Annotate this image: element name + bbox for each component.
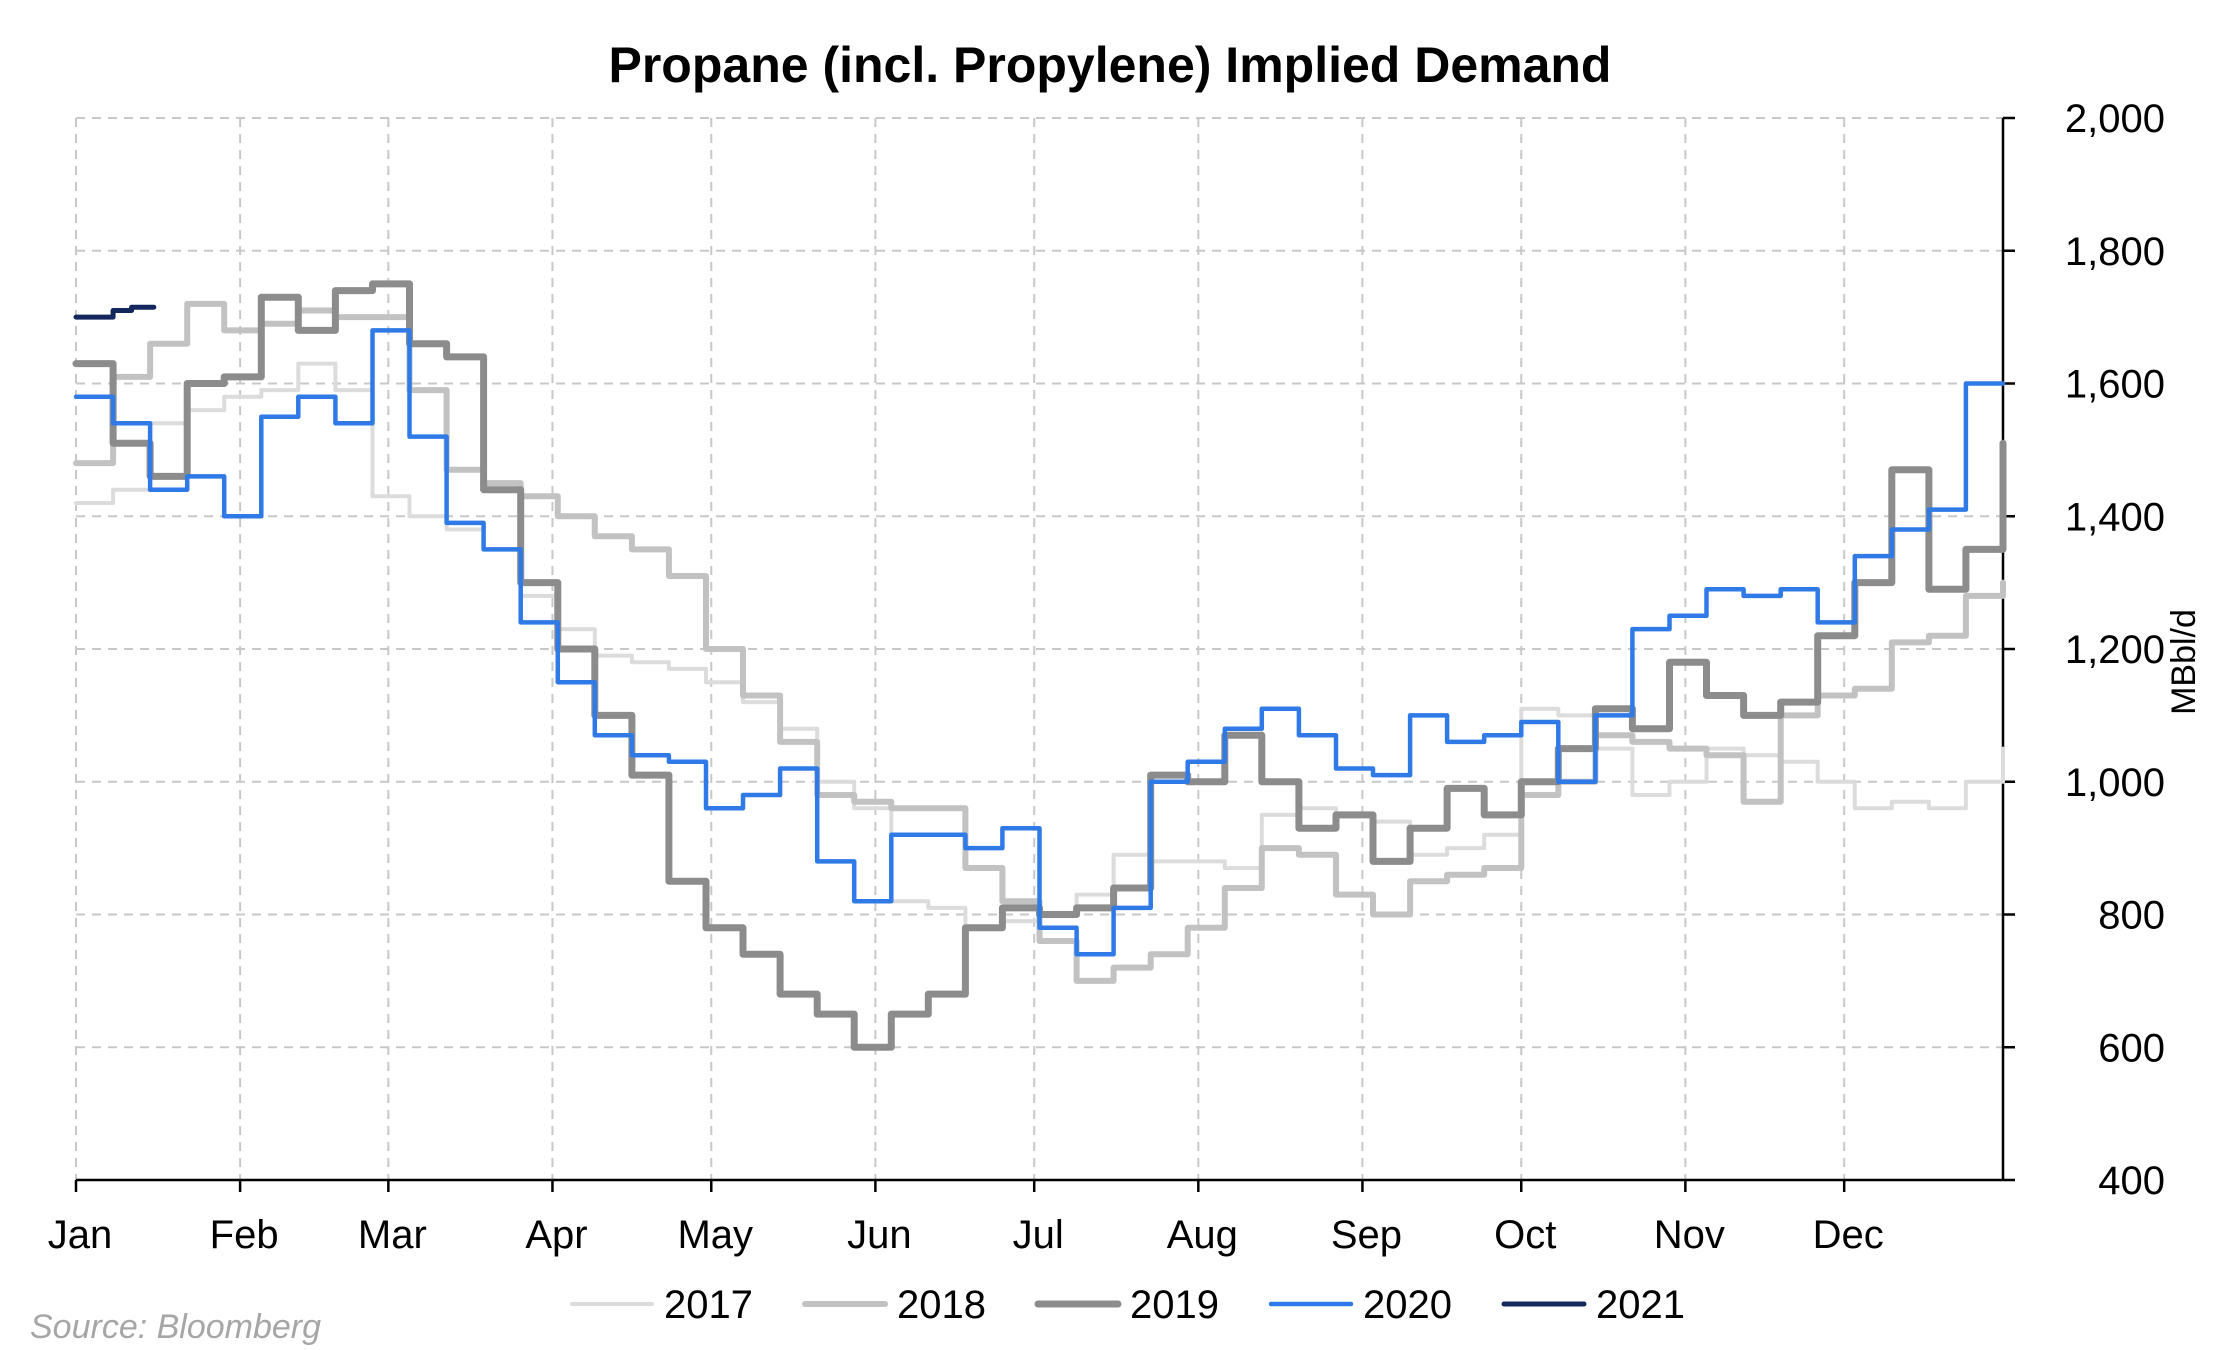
- x-tick-label: Jun: [847, 1213, 912, 1257]
- y-tick-label: 1,600: [2065, 363, 2165, 407]
- y-tick-label: 2,000: [2065, 97, 2165, 141]
- series-line-2020: [73, 328, 2006, 957]
- x-tick-label: Jul: [1013, 1213, 1064, 1257]
- chart-title: Propane (incl. Propylene) Implied Demand: [609, 37, 1612, 93]
- y-tick-label: 400: [2098, 1159, 2165, 1203]
- legend: 2017 2018 2019 2020 2021: [570, 1283, 1685, 1327]
- y-tick-label: 1,200: [2065, 628, 2165, 672]
- x-tick-label: Sep: [1331, 1213, 1402, 1257]
- axes: 400 600 800 1,000 1,200 1,400 1,600 1,800 2,000 J…: [48, 97, 2165, 1257]
- x-tick-label: Mar: [358, 1213, 427, 1257]
- x-tick-label: Aug: [1167, 1213, 1238, 1257]
- x-tick-label: Nov: [1654, 1213, 1725, 1257]
- x-tick-label: Feb: [210, 1213, 279, 1257]
- series-line-2021: [73, 304, 157, 320]
- series-lines: [72, 280, 2007, 1051]
- gridlines: [75, 117, 2003, 1180]
- legend-label-2018: 2018: [897, 1283, 986, 1327]
- x-tick-label: Apr: [525, 1213, 587, 1257]
- legend-label-2017: 2017: [664, 1283, 753, 1327]
- source-note: Source: Bloomberg: [30, 1308, 321, 1346]
- y-tick-label: 1,400: [2065, 495, 2165, 539]
- y-tick-label: 600: [2098, 1026, 2165, 1070]
- x-tick-label: Oct: [1494, 1213, 1556, 1257]
- x-tick-label: Dec: [1813, 1213, 1884, 1257]
- x-tick-label: Jan: [48, 1213, 113, 1257]
- y-tick-label: 800: [2098, 894, 2165, 938]
- legend-label-2021: 2021: [1596, 1283, 1685, 1327]
- legend-label-2020: 2020: [1363, 1283, 1452, 1327]
- legend-label-2019: 2019: [1130, 1283, 1219, 1327]
- y-tick-label: 1,800: [2065, 230, 2165, 274]
- y-axis-label: MBbl/d: [2165, 609, 2203, 715]
- x-tick-label: May: [677, 1213, 753, 1257]
- y-tick-label: 1,000: [2065, 761, 2165, 805]
